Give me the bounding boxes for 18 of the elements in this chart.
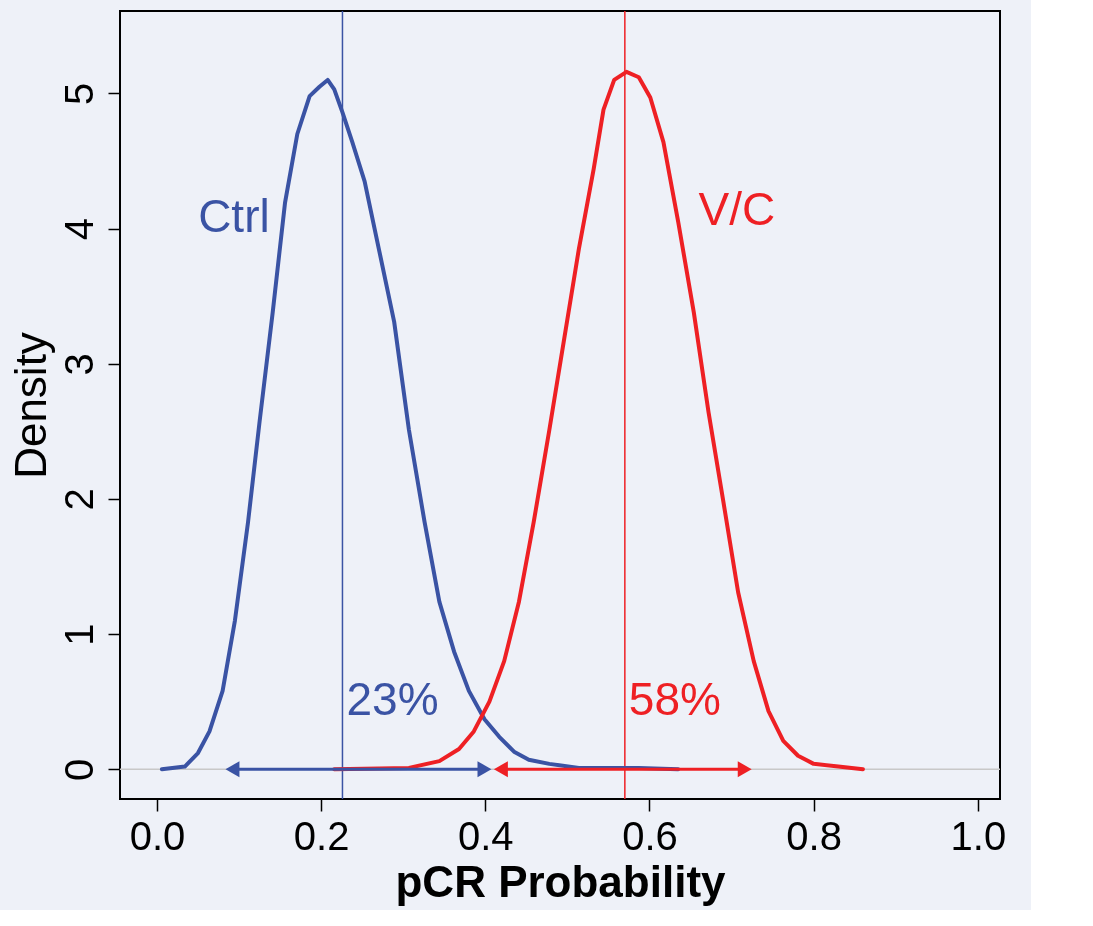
x-tick-label: 0.4 <box>457 813 514 858</box>
y-tick-label: 2 <box>56 488 101 511</box>
annotation: 58% <box>628 673 721 725</box>
x-tick-label: 0.2 <box>293 813 350 858</box>
series-label: Ctrl <box>198 189 270 242</box>
y-tick-label: 3 <box>56 353 101 376</box>
y-tick-label: 0 <box>56 758 101 781</box>
y-tick-label: 5 <box>56 82 101 106</box>
y-tick-label: 1 <box>56 623 101 646</box>
x-tick-label: 0.0 <box>129 813 186 858</box>
x-tick-label: 0.8 <box>786 813 842 858</box>
series-label: V/C <box>698 183 776 236</box>
x-tick-label: 1.0 <box>950 813 1007 858</box>
y-tick-label: 4 <box>56 217 101 241</box>
annotation: 23% <box>346 673 439 725</box>
y-axis-title: Density <box>5 332 55 479</box>
x-tick-label: 0.6 <box>622 813 678 858</box>
x-axis-title: pCR Probability <box>395 856 727 906</box>
